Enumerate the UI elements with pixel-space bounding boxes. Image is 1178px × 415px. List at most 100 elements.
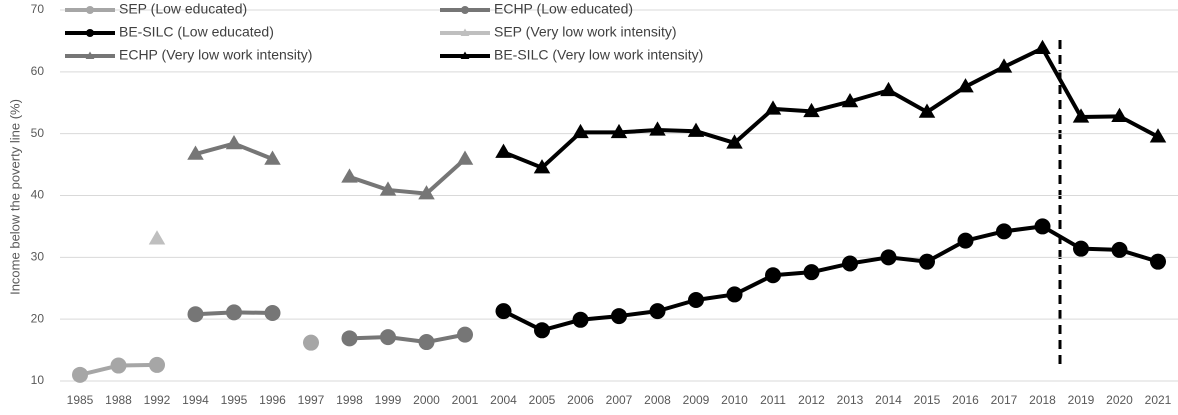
marker <box>765 267 781 284</box>
x-tick-label: 2010 <box>721 393 748 407</box>
x-tick-label: 1996 <box>259 393 286 407</box>
marker <box>418 185 435 200</box>
marker <box>880 81 897 97</box>
marker <box>1034 39 1051 55</box>
x-tick-label: 2020 <box>1106 393 1133 407</box>
marker <box>460 51 470 60</box>
marker <box>457 326 473 343</box>
x-tick-label: 2004 <box>490 393 517 407</box>
marker <box>85 51 95 60</box>
y-tick-label: 70 <box>31 2 45 16</box>
marker <box>611 308 627 325</box>
marker <box>649 303 666 320</box>
marker <box>996 223 1012 240</box>
series-line <box>349 332 466 345</box>
marker <box>264 150 281 165</box>
marker <box>418 334 435 351</box>
x-tick-label: 2001 <box>452 393 479 407</box>
legend-label: ECHP (Low educated) <box>494 1 633 17</box>
x-tick-label: 1994 <box>182 393 209 407</box>
marker <box>880 249 897 266</box>
x-tick-label: 2017 <box>991 393 1018 407</box>
marker <box>534 322 550 339</box>
x-tick-label: 2021 <box>1145 393 1172 407</box>
x-tick-label: 1998 <box>336 393 363 407</box>
x-tick-label: 1992 <box>144 393 171 407</box>
marker <box>460 28 470 37</box>
x-tick-label: 1985 <box>67 393 94 407</box>
marker <box>1150 253 1166 270</box>
x-tick-label: 2015 <box>914 393 941 407</box>
marker <box>803 102 820 118</box>
x-tick-label: 2018 <box>1029 393 1056 407</box>
marker <box>803 264 820 281</box>
marker <box>225 135 243 150</box>
marker <box>456 150 474 165</box>
legend-label: ECHP (Very low work intensity) <box>119 47 312 63</box>
x-tick-label: 2016 <box>952 393 979 407</box>
x-tick-label: 1995 <box>221 393 248 407</box>
marker <box>187 306 204 323</box>
marker <box>995 58 1013 73</box>
legend-label: SEP (Low educated) <box>119 1 247 17</box>
x-tick-label: 2008 <box>644 393 671 407</box>
marker <box>610 123 628 139</box>
x-tick-label: 2009 <box>683 393 710 407</box>
marker <box>149 356 165 373</box>
marker <box>572 123 589 139</box>
x-tick-label: 2006 <box>567 393 594 407</box>
x-tick-label: 2013 <box>837 393 864 407</box>
x-tick-label: 2011 <box>760 393 786 407</box>
marker <box>379 181 397 196</box>
y-tick-label: 30 <box>31 250 45 264</box>
x-tick-label: 1988 <box>105 393 132 407</box>
marker <box>110 357 127 374</box>
marker <box>1072 108 1090 123</box>
y-tick-label: 10 <box>31 373 45 387</box>
series-line <box>502 46 1159 170</box>
marker <box>226 304 242 321</box>
marker <box>264 304 281 321</box>
legend-label: SEP (Very low work intensity) <box>494 24 677 40</box>
marker <box>533 159 551 174</box>
marker <box>841 92 859 108</box>
marker <box>649 121 666 136</box>
legend-label: BE-SILC (Low educated) <box>119 24 274 40</box>
marker <box>86 29 94 37</box>
marker <box>842 255 858 272</box>
marker <box>1034 218 1051 235</box>
marker <box>572 311 589 328</box>
marker <box>957 78 974 93</box>
marker <box>919 253 935 270</box>
marker <box>1149 128 1167 143</box>
legend: SEP (Low educated) ECHP (Low educated) BE-… <box>65 1 703 63</box>
y-tick-label: 40 <box>31 188 45 202</box>
marker <box>461 6 469 14</box>
series-line <box>348 157 467 196</box>
marker <box>303 334 319 351</box>
marker <box>495 143 512 158</box>
y-axis-label: Income below the poverty line (%) <box>7 99 22 295</box>
x-tick-label: 2019 <box>1068 393 1095 407</box>
x-tick-label: 2007 <box>606 393 633 407</box>
x-tick-label: 2014 <box>875 393 902 407</box>
marker <box>726 286 743 303</box>
marker <box>1111 241 1128 258</box>
legend-label: BE-SILC (Very low work intensity) <box>494 47 703 63</box>
marker <box>957 232 974 249</box>
y-tick-label: 20 <box>31 311 45 325</box>
marker <box>341 330 358 347</box>
marker <box>148 230 166 245</box>
marker <box>341 168 358 183</box>
marker <box>726 134 743 149</box>
marker <box>1111 107 1128 123</box>
marker <box>86 6 94 14</box>
marker <box>687 122 705 137</box>
x-tick-label: 2000 <box>413 393 440 407</box>
marker <box>187 145 204 160</box>
marker <box>918 103 936 118</box>
x-tick-label: 2012 <box>798 393 825 407</box>
marker <box>495 303 512 320</box>
y-tick-label: 60 <box>31 64 45 78</box>
